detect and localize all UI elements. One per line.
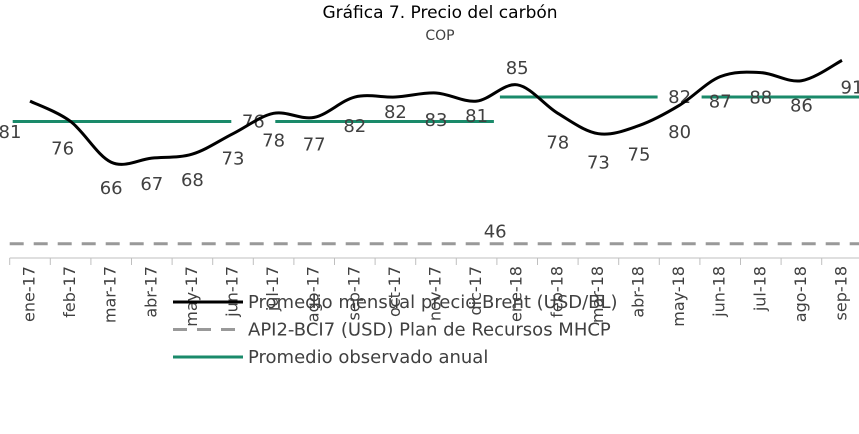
x-tick-label: sep-18 xyxy=(832,266,851,320)
brent-line xyxy=(29,59,843,166)
data-label: 68 xyxy=(181,170,204,191)
data-label: 86 xyxy=(790,96,813,117)
x-tick-label: mar-17 xyxy=(101,266,120,323)
data-label: 78 xyxy=(546,132,569,153)
legend-label: Promedio observado anual xyxy=(248,347,488,368)
data-label: 78 xyxy=(262,130,285,151)
data-label: 46 xyxy=(484,222,507,243)
x-tick-label: oct-17 xyxy=(385,266,404,317)
data-label: 82 xyxy=(343,116,366,137)
data-label: 67 xyxy=(140,174,163,195)
data-label: 77 xyxy=(303,134,326,155)
data-label: 81 xyxy=(0,122,21,143)
data-label: 87 xyxy=(709,92,732,113)
data-label: 81 xyxy=(465,106,488,127)
x-tick-label: abr-17 xyxy=(141,266,160,318)
legend-label: API2-BCI7 (USD) Plan de Recursos MHCP xyxy=(248,320,611,341)
data-label: 73 xyxy=(222,149,245,170)
data-label: 80 xyxy=(668,122,691,143)
data-label: 83 xyxy=(425,110,448,131)
chart-subtitle: COP xyxy=(425,28,454,44)
label-bg xyxy=(479,223,512,242)
x-tick-label: may-17 xyxy=(182,266,201,327)
x-tick-label: may-18 xyxy=(669,266,688,327)
x-tick-label: sep-17 xyxy=(344,266,363,320)
data-label: 91 xyxy=(841,77,859,98)
x-tick-label: ago-18 xyxy=(791,266,810,322)
x-tick-label: ago-17 xyxy=(304,266,323,322)
x-tick-label: dic-17 xyxy=(466,266,485,316)
data-label: 66 xyxy=(100,178,123,199)
chart-title: Gráfica 7. Precio del carbón xyxy=(322,3,557,23)
x-tick-label: jul-18 xyxy=(750,266,769,312)
x-tick-label: jun-17 xyxy=(223,266,242,318)
label-bg xyxy=(657,86,702,109)
x-tick-label: ene-17 xyxy=(20,266,39,322)
x-tick-label: jul-17 xyxy=(263,266,282,312)
data-label: 85 xyxy=(506,58,529,79)
x-tick-label: feb-17 xyxy=(60,266,79,318)
x-tick-label: feb-18 xyxy=(547,266,566,318)
x-tick-label: ene-18 xyxy=(507,266,526,322)
legend-label: Promedio mensual precio Brent (USD/BL) xyxy=(248,292,618,313)
x-tick-label: mar-18 xyxy=(588,266,607,323)
data-label: 73 xyxy=(587,153,610,174)
data-label: 88 xyxy=(749,88,772,109)
x-tick-label: nov-17 xyxy=(426,266,445,321)
data-label: 76 xyxy=(51,138,74,159)
x-tick-label: jun-18 xyxy=(710,266,729,318)
data-label: 82 xyxy=(384,102,407,123)
x-tick-label: abr-18 xyxy=(629,266,648,318)
data-label: 75 xyxy=(628,145,651,166)
